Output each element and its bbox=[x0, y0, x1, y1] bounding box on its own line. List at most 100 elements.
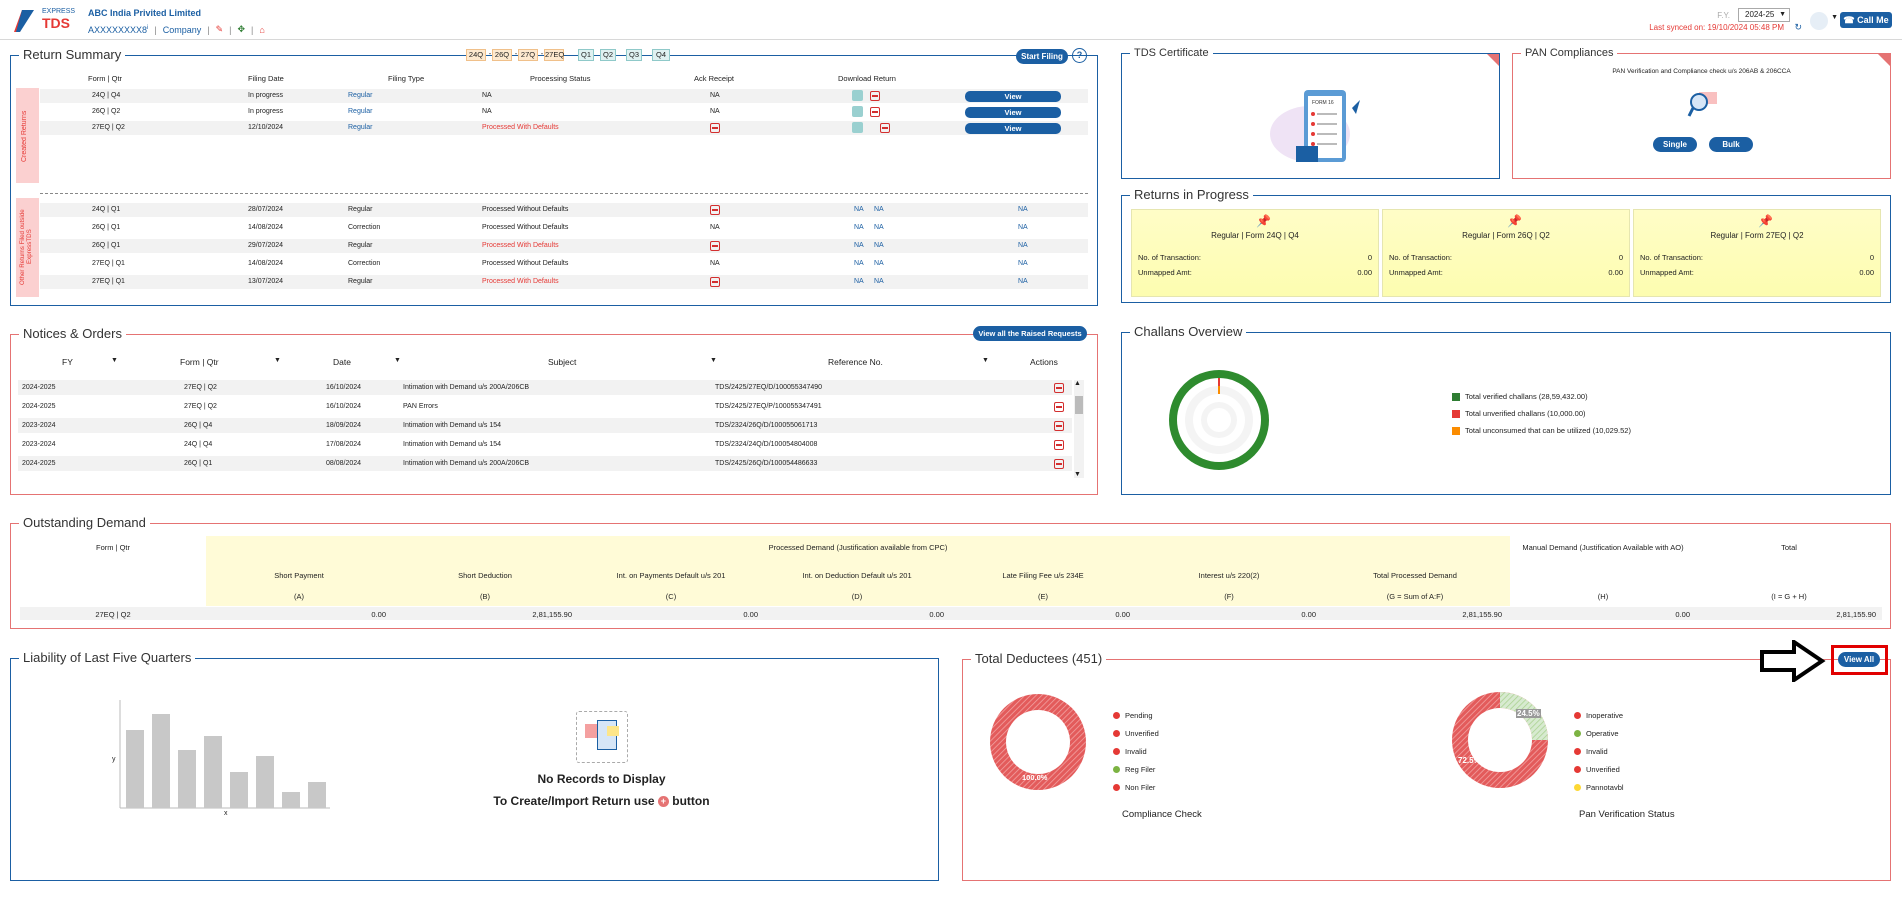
return-progress-card[interactable]: 📌 Regular | Form 27EQ | Q2 No. of Transact… bbox=[1633, 209, 1881, 297]
download-na[interactable]: NA bbox=[874, 278, 884, 285]
deductee-legend-item[interactable]: Operative bbox=[1574, 729, 1619, 738]
pdf-icon[interactable] bbox=[1054, 440, 1064, 450]
filter-icon[interactable]: ▼ bbox=[394, 357, 401, 364]
filter-icon[interactable]: ▼ bbox=[710, 357, 717, 364]
filter-icon[interactable]: ▼ bbox=[274, 357, 281, 364]
notice-row[interactable]: 2024-2025 26Q | Q1 08/08/2024 Intimation wi… bbox=[18, 456, 1072, 471]
download-na[interactable]: NA bbox=[854, 242, 864, 249]
help-icon[interactable]: ? bbox=[1072, 48, 1087, 63]
legend-label: Operative bbox=[1586, 729, 1619, 738]
user-avatar-icon[interactable] bbox=[1810, 12, 1828, 30]
chevron-down-icon[interactable]: ▼ bbox=[1831, 14, 1838, 21]
view-na[interactable]: NA bbox=[1018, 224, 1028, 231]
scrollbar-thumb[interactable] bbox=[1075, 396, 1083, 414]
filing-date: 28/07/2024 bbox=[248, 206, 284, 213]
download-na[interactable]: NA bbox=[854, 260, 864, 267]
view-na[interactable]: NA bbox=[1018, 278, 1028, 285]
download-na[interactable]: NA bbox=[874, 224, 884, 231]
notice-row[interactable]: 2023-2024 24Q | Q4 17/08/2024 Intimation wi… bbox=[18, 437, 1072, 452]
view-all-deductees-button[interactable]: View All bbox=[1838, 652, 1880, 667]
download-na[interactable]: NA bbox=[874, 206, 884, 213]
chip-26q[interactable]: 26Q bbox=[492, 49, 512, 61]
legend-dot bbox=[1113, 784, 1120, 791]
chip-q4[interactable]: Q4 bbox=[652, 49, 670, 61]
excel-download-icon[interactable] bbox=[852, 90, 863, 101]
pdf-icon[interactable] bbox=[710, 123, 720, 133]
filter-icon[interactable]: ▼ bbox=[111, 357, 118, 364]
excel-download-icon[interactable] bbox=[852, 106, 863, 117]
deductee-legend-item[interactable]: Invalid bbox=[1113, 747, 1147, 756]
download-na[interactable]: NA bbox=[854, 278, 864, 285]
return-progress-card[interactable]: 📌 Regular | Form 24Q | Q4 No. of Transacti… bbox=[1131, 209, 1379, 297]
chip-q3[interactable]: Q3 bbox=[626, 49, 642, 61]
magnifier-icon bbox=[1687, 92, 1717, 117]
pdf-icon[interactable] bbox=[1054, 402, 1064, 412]
pan-compliances-desc: PAN Verification and Compliance check u/… bbox=[1612, 68, 1791, 75]
pdf-icon[interactable] bbox=[1054, 383, 1064, 393]
chip-q1[interactable]: Q1 bbox=[578, 49, 594, 61]
notice-row[interactable]: 2024-2025 27EQ | Q2 16/10/2024 Intimation w… bbox=[18, 380, 1072, 395]
deductee-legend-item[interactable]: Non Filer bbox=[1113, 783, 1155, 792]
flag-icon[interactable]: ✥ bbox=[237, 24, 246, 34]
deductee-legend-item[interactable]: Inoperative bbox=[1574, 711, 1623, 720]
view-na[interactable]: NA bbox=[1018, 260, 1028, 267]
download-na[interactable]: NA bbox=[874, 242, 884, 249]
download-na[interactable]: NA bbox=[854, 224, 864, 231]
pdf-icon[interactable] bbox=[1054, 421, 1064, 431]
pdf-download-icon[interactable] bbox=[870, 107, 880, 117]
view-button[interactable]: View bbox=[965, 91, 1061, 102]
express-tds-logo[interactable] bbox=[12, 6, 80, 34]
chevron-down-icon[interactable]: ▼ bbox=[1074, 471, 1081, 478]
edit-icon[interactable]: ✎ bbox=[215, 24, 224, 34]
other-return-row: 24Q | Q1 28/07/2024 Regular Processed Witho… bbox=[40, 203, 1088, 217]
pdf-download-icon[interactable] bbox=[870, 91, 880, 101]
deductee-legend-item[interactable]: Reg Filer bbox=[1113, 765, 1155, 774]
chip-27q[interactable]: 27Q bbox=[518, 49, 538, 61]
chip-27eq[interactable]: 27EQ bbox=[544, 49, 565, 61]
od-col-code: (B) bbox=[480, 592, 490, 601]
info-icon[interactable]: i bbox=[147, 24, 149, 31]
notices-scrollbar[interactable]: ▲ ▼ bbox=[1074, 380, 1084, 478]
challans-donut-chart bbox=[1169, 370, 1269, 470]
company-link[interactable]: Company bbox=[162, 24, 202, 35]
filter-icon[interactable]: ▼ bbox=[982, 357, 989, 364]
return-progress-card[interactable]: 📌 Regular | Form 26Q | Q2 No. of Transacti… bbox=[1382, 209, 1630, 297]
pdf-icon[interactable] bbox=[710, 241, 720, 251]
od-col-value: 0.00 bbox=[371, 610, 386, 619]
pdf-icon[interactable] bbox=[710, 205, 720, 215]
start-filing-button[interactable]: Start Filing bbox=[1016, 49, 1068, 64]
deductee-legend-item[interactable]: Invalid bbox=[1574, 747, 1608, 756]
legend-dot bbox=[1113, 766, 1120, 773]
view-button[interactable]: View bbox=[965, 123, 1061, 134]
excel-download-icon[interactable] bbox=[852, 122, 863, 133]
download-na[interactable]: NA bbox=[854, 206, 864, 213]
building-icon[interactable]: ⌂ bbox=[259, 24, 265, 35]
view-na[interactable]: NA bbox=[1018, 206, 1028, 213]
chevron-up-icon[interactable]: ▲ bbox=[1074, 380, 1081, 387]
view-na[interactable]: NA bbox=[1018, 242, 1028, 249]
refresh-icon[interactable]: ↻ bbox=[1794, 22, 1802, 32]
deductee-legend-item[interactable]: Unverified bbox=[1113, 729, 1159, 738]
deductee-legend-item[interactable]: Pannotavbl bbox=[1574, 783, 1624, 792]
deductee-legend-item[interactable]: Unverified bbox=[1574, 765, 1620, 774]
plus-icon[interactable]: + bbox=[657, 796, 669, 808]
deductee-legend-item[interactable]: Pending bbox=[1113, 711, 1153, 720]
fy-select[interactable]: 2024-25 ▼ bbox=[1738, 8, 1790, 22]
single-button[interactable]: Single bbox=[1653, 137, 1697, 152]
form-qtr: 24Q | Q1 bbox=[92, 206, 121, 213]
notice-row[interactable]: 2023-2024 26Q | Q4 18/09/2024 Intimation wi… bbox=[18, 418, 1072, 433]
chip-q2[interactable]: Q2 bbox=[600, 49, 616, 61]
call-me-button[interactable]: ☎ Call Me bbox=[1840, 12, 1892, 28]
pdf-icon[interactable] bbox=[1054, 459, 1064, 469]
view-all-raised-requests-button[interactable]: View all the Raised Requests bbox=[973, 326, 1087, 341]
chip-24q[interactable]: 24Q bbox=[466, 49, 486, 61]
bulk-button[interactable]: Bulk bbox=[1709, 137, 1753, 152]
pdf-icon[interactable] bbox=[710, 277, 720, 287]
company-name: ABC India Privited Limited bbox=[88, 8, 202, 18]
view-button[interactable]: View bbox=[965, 107, 1061, 118]
notice-row[interactable]: 2024-2025 27EQ | Q2 16/10/2024 PAN Errors TD… bbox=[18, 399, 1072, 414]
created-returns-label: Created Returns bbox=[21, 110, 28, 162]
pdf-download-icon[interactable] bbox=[880, 123, 890, 133]
download-na[interactable]: NA bbox=[874, 260, 884, 267]
col-subject: Subject bbox=[548, 357, 577, 367]
